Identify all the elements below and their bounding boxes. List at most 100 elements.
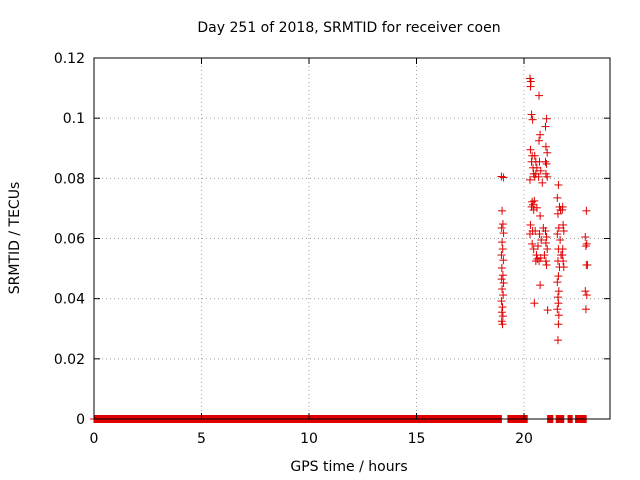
data-point <box>554 287 563 296</box>
data-point <box>498 303 507 312</box>
x-tick-label: 15 <box>408 431 426 447</box>
data-point <box>581 232 590 241</box>
data-point <box>581 305 590 314</box>
data-point <box>542 159 551 168</box>
data-point <box>526 175 535 184</box>
data-point <box>582 239 591 248</box>
data-point <box>528 239 537 248</box>
data-point <box>530 196 539 205</box>
data-point <box>553 305 562 314</box>
data-point <box>559 226 568 235</box>
data-point <box>538 178 547 187</box>
data-point <box>536 166 545 175</box>
data-point <box>582 206 591 215</box>
data-point <box>497 263 506 272</box>
data-point <box>498 271 507 280</box>
data-point <box>543 245 552 254</box>
data-point <box>532 203 541 212</box>
data-point <box>535 257 544 266</box>
data-point <box>559 220 568 229</box>
data-point <box>553 229 562 238</box>
data-point <box>535 91 544 100</box>
data-point <box>542 260 551 269</box>
data-point <box>543 306 552 315</box>
y-tick-label: 0.12 <box>54 51 85 67</box>
data-point <box>558 205 567 214</box>
x-tick-label: 10 <box>300 431 318 447</box>
data-point <box>497 223 506 232</box>
x-tick-label: 5 <box>197 431 206 447</box>
data-point <box>497 308 506 317</box>
data-point <box>536 130 545 139</box>
grid <box>94 58 610 419</box>
data-point <box>526 145 535 154</box>
y-tick-label: 0.08 <box>54 171 85 187</box>
data-point <box>499 229 508 238</box>
data-point <box>542 232 551 241</box>
y-tick-label: 0.04 <box>54 292 85 308</box>
x-axis-label: GPS time / hours <box>290 459 407 475</box>
data-point <box>498 320 507 329</box>
data-point <box>526 229 535 238</box>
data-point <box>536 211 545 220</box>
x-tick-label: 0 <box>90 431 99 447</box>
data-point <box>537 236 546 245</box>
data-point <box>532 251 541 260</box>
axis-tick-labels: 0 5 10 15 20 0 0.02 0.04 0.06 0.08 0.1 0.12 <box>54 51 533 447</box>
data-point <box>498 245 507 254</box>
y-axis-label: SRMTID / TECUs <box>7 182 23 295</box>
data-point <box>527 110 536 119</box>
data-point <box>534 172 543 181</box>
data-point <box>556 236 565 245</box>
data-point <box>497 172 506 181</box>
data-point <box>533 254 542 263</box>
data-point <box>531 226 540 235</box>
y-tick-label: 0.1 <box>63 111 85 127</box>
data-point <box>541 239 550 248</box>
data-point <box>535 136 544 145</box>
data-point <box>582 260 591 269</box>
data-point <box>528 115 537 124</box>
data-point <box>533 242 542 251</box>
y-tick-label: 0.02 <box>54 352 85 368</box>
plot-frame <box>93 57 611 420</box>
data-point <box>498 206 507 215</box>
chart-title: Day 251 of 2018, SRMTID for receiver coe… <box>197 20 500 36</box>
y-tick-label: 0 <box>76 412 85 428</box>
data-point <box>554 320 563 329</box>
data-point <box>541 122 550 131</box>
data-point <box>498 285 507 294</box>
data-point <box>559 257 568 266</box>
data-point <box>542 114 551 123</box>
data-point <box>543 172 552 181</box>
data-point <box>499 256 508 265</box>
data-point <box>541 142 550 151</box>
data-point <box>497 297 506 306</box>
data-point <box>526 220 535 229</box>
data-point <box>529 245 538 254</box>
data-point <box>530 151 539 160</box>
data-point <box>498 312 507 321</box>
data-points <box>497 74 592 345</box>
data-point <box>554 299 563 308</box>
data-point <box>540 251 549 260</box>
axis-ticks <box>93 57 610 420</box>
data-point <box>499 173 508 182</box>
data-point <box>554 223 563 232</box>
data-point <box>554 272 563 281</box>
data-point <box>554 311 563 320</box>
data-point <box>530 299 539 308</box>
data-point <box>581 287 590 296</box>
y-tick-label: 0.06 <box>54 232 85 248</box>
data-point <box>498 220 507 229</box>
data-point <box>498 238 507 247</box>
data-point <box>497 251 506 260</box>
data-point <box>553 278 562 287</box>
data-point <box>581 242 590 251</box>
data-point <box>536 281 545 290</box>
data-point <box>529 205 538 214</box>
data-point <box>553 336 562 345</box>
data-point <box>553 193 562 202</box>
data-point <box>582 291 591 300</box>
